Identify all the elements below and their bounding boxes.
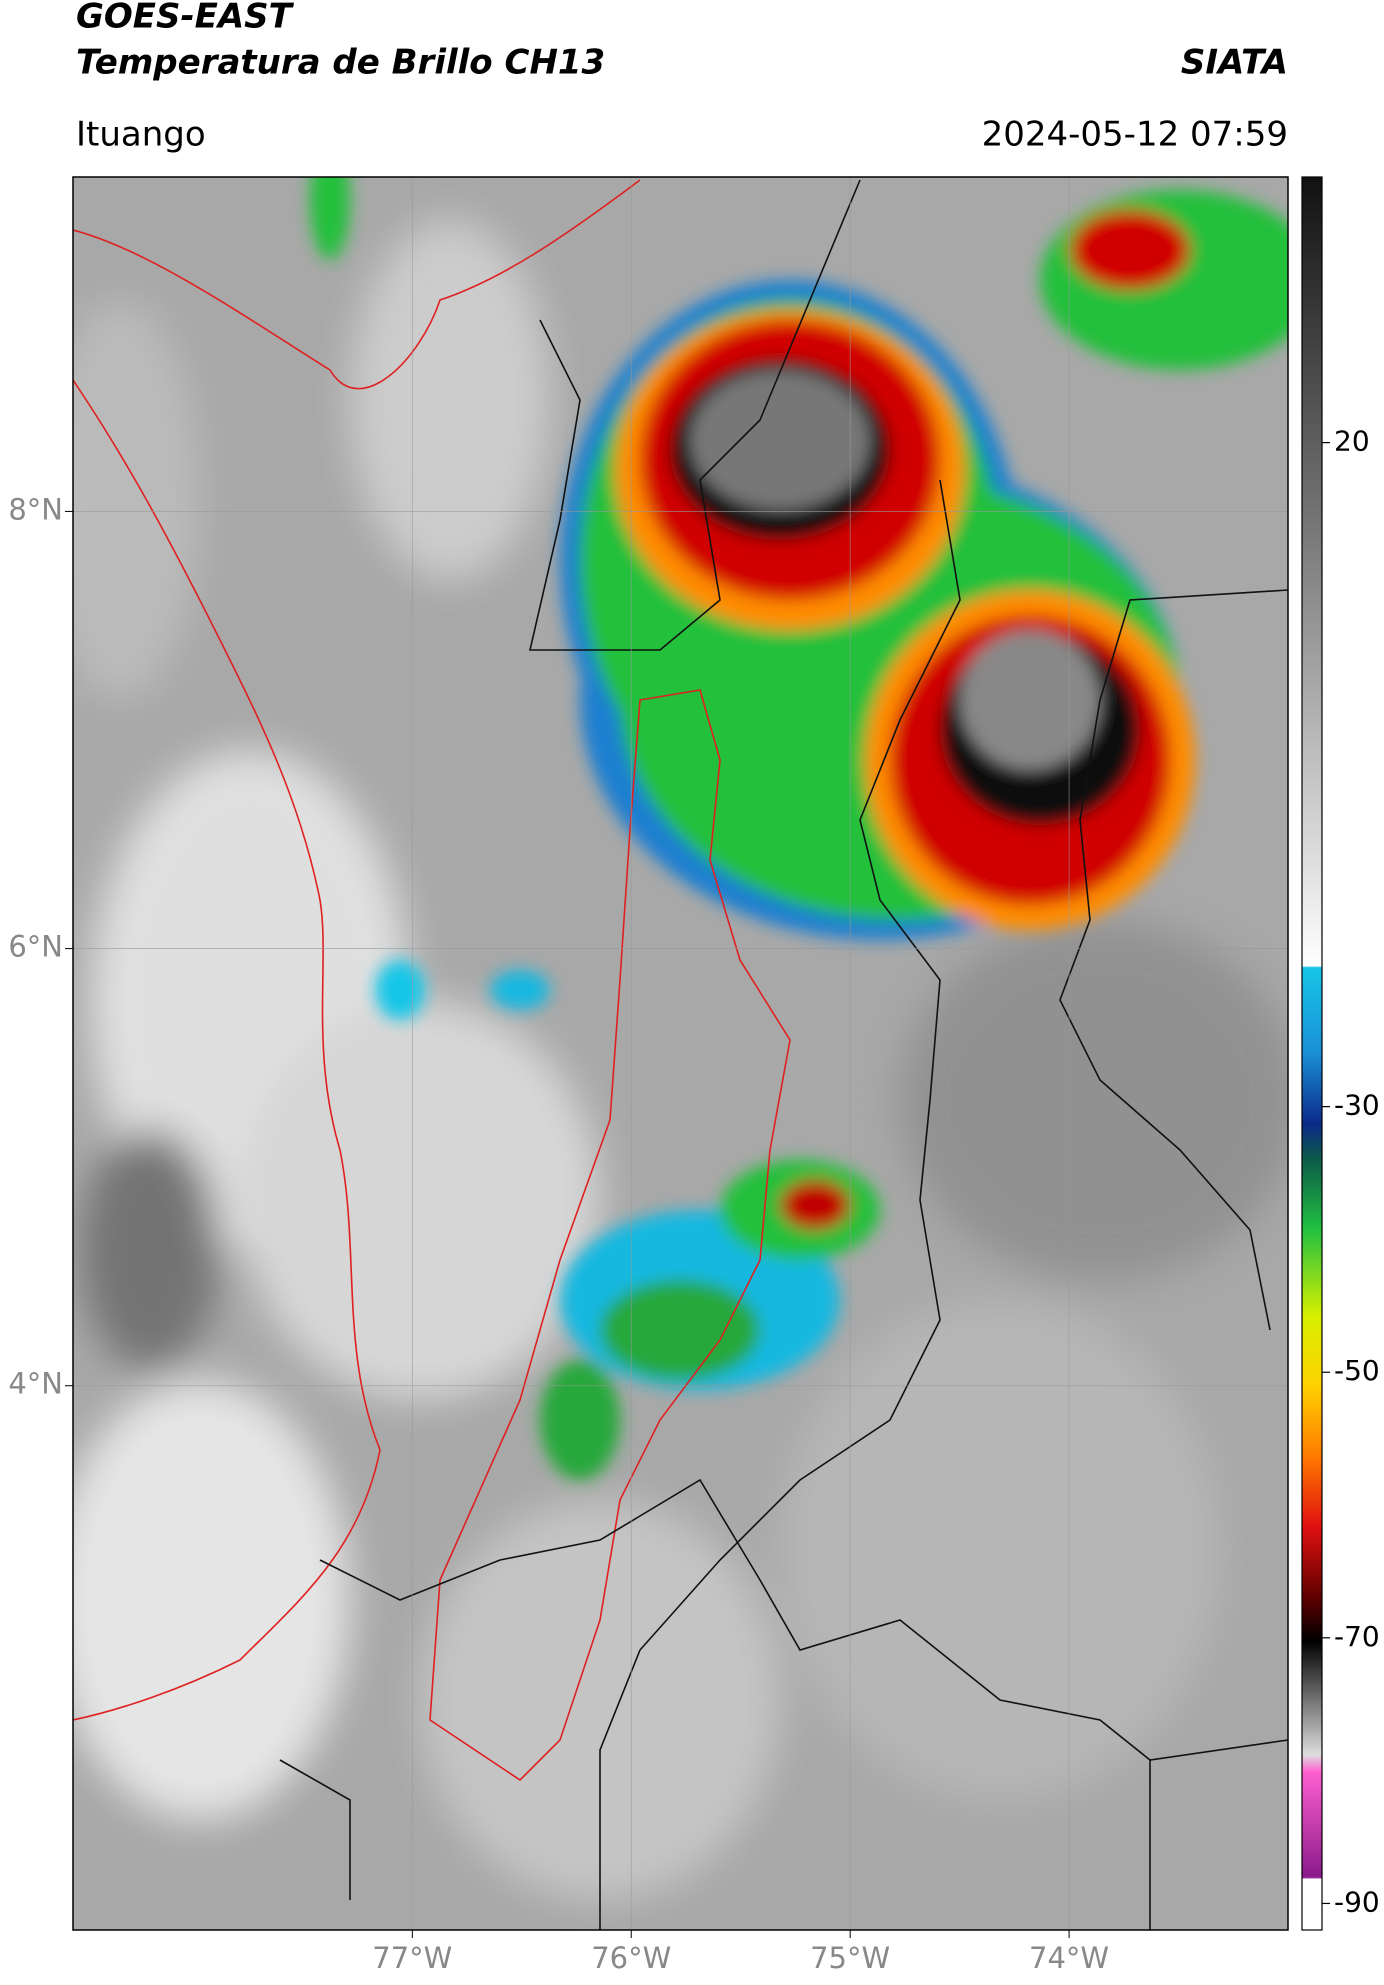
y-tick-label: 6°N [8, 930, 63, 964]
colorbar-tick-label: -70 [1334, 1620, 1380, 1653]
title: GOES-EAST [76, 0, 295, 37]
x-tick-label: 76°W [591, 1941, 671, 1975]
datetime: 2024-05-12 07:59 [982, 115, 1288, 155]
satellite-image [73, 177, 1288, 1930]
location: Ituango [76, 115, 206, 155]
y-tick-label: 4°N [8, 1367, 63, 1401]
y-tick-label: 8°N [8, 492, 63, 526]
graticule [73, 177, 1288, 1930]
colorbar [1301, 176, 1323, 1931]
boundaries [73, 179, 1288, 1930]
source: SIATA [1181, 43, 1288, 83]
colorbar-tick-label: -30 [1334, 1089, 1380, 1122]
colorbar-tick-label: -90 [1334, 1885, 1380, 1918]
subtitle: Temperatura de Brillo CH13 [76, 43, 605, 83]
x-tick-label: 77°W [372, 1941, 452, 1975]
x-tick-label: 74°W [1029, 1941, 1109, 1975]
x-tick-label: 75°W [810, 1941, 890, 1975]
colorbar-tick-label: 20 [1334, 425, 1370, 458]
colorbar-tick-label: -50 [1334, 1354, 1380, 1387]
map-frame [72, 176, 1289, 1931]
